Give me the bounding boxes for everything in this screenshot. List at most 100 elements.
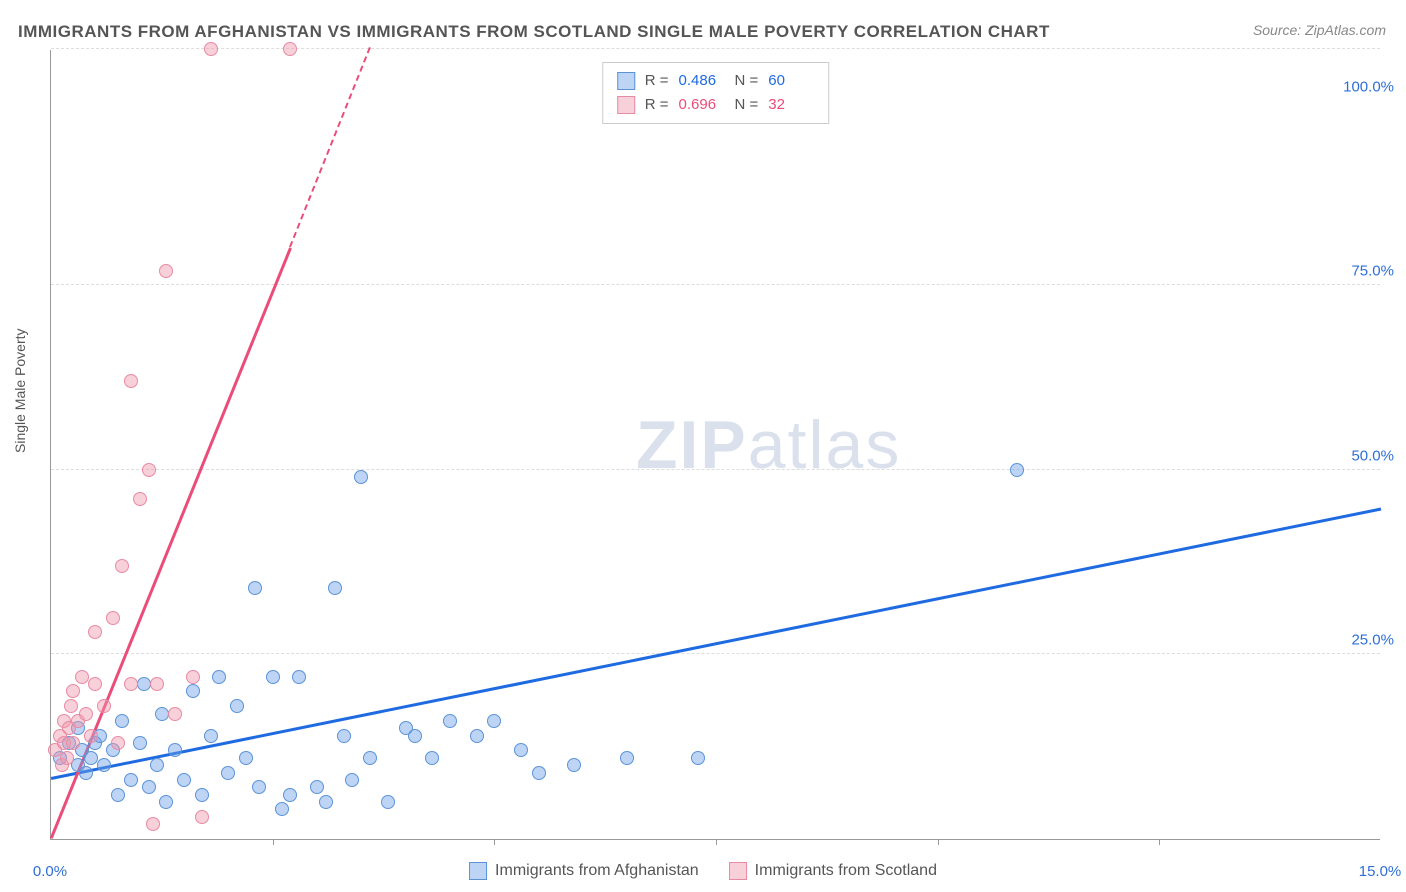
data-point (204, 42, 218, 56)
data-point (146, 817, 160, 831)
data-point (111, 736, 125, 750)
r-value: 0.486 (679, 69, 725, 93)
data-point (514, 743, 528, 757)
data-point (230, 699, 244, 713)
data-point (186, 670, 200, 684)
r-label: R = (645, 93, 669, 117)
x-tick-mark (494, 839, 495, 845)
n-label: N = (735, 93, 759, 117)
data-point (443, 714, 457, 728)
data-point (620, 751, 634, 765)
data-point (168, 707, 182, 721)
r-value: 0.696 (679, 93, 725, 117)
data-point (106, 611, 120, 625)
plot-area: ZIPatlas R = 0.486 N = 60 R = 0.696 N = 32 (50, 50, 1380, 840)
data-point (88, 625, 102, 639)
y-axis-label: Single Male Poverty (12, 328, 28, 453)
data-point (142, 780, 156, 794)
data-point (292, 670, 306, 684)
legend-item: Immigrants from Afghanistan (469, 862, 699, 880)
data-point (337, 729, 351, 743)
data-point (487, 714, 501, 728)
stats-row: R = 0.696 N = 32 (617, 93, 815, 117)
stats-row: R = 0.486 N = 60 (617, 69, 815, 93)
y-tick-label: 50.0% (1351, 447, 1394, 464)
x-tick-mark (273, 839, 274, 845)
r-label: R = (645, 69, 669, 93)
data-point (150, 677, 164, 691)
data-point (283, 788, 297, 802)
data-point (97, 699, 111, 713)
legend-swatch (617, 72, 635, 90)
data-point (363, 751, 377, 765)
data-point (252, 780, 266, 794)
data-point (66, 684, 80, 698)
legend-swatch (617, 96, 635, 114)
data-point (239, 751, 253, 765)
x-tick-mark (716, 839, 717, 845)
data-point (345, 773, 359, 787)
n-value: 32 (768, 93, 814, 117)
data-point (137, 677, 151, 691)
data-point (195, 788, 209, 802)
trend-line (51, 508, 1381, 780)
y-tick-label: 25.0% (1351, 632, 1394, 649)
data-point (133, 736, 147, 750)
legend-label: Immigrants from Afghanistan (495, 862, 699, 880)
stats-legend: R = 0.486 N = 60 R = 0.696 N = 32 (602, 62, 830, 124)
data-point (133, 492, 147, 506)
data-point (310, 780, 324, 794)
n-label: N = (735, 69, 759, 93)
legend-swatch (729, 862, 747, 880)
data-point (115, 559, 129, 573)
data-point (79, 707, 93, 721)
data-point (97, 758, 111, 772)
data-point (186, 684, 200, 698)
data-point (168, 743, 182, 757)
data-point (532, 766, 546, 780)
data-point (177, 773, 191, 787)
data-point (75, 670, 89, 684)
x-tick-label: 0.0% (33, 863, 67, 880)
data-point (354, 470, 368, 484)
legend-label: Immigrants from Scotland (755, 862, 937, 880)
data-point (266, 670, 280, 684)
y-tick-label: 75.0% (1351, 263, 1394, 280)
data-point (275, 802, 289, 816)
data-point (111, 788, 125, 802)
data-point (124, 374, 138, 388)
data-point (64, 699, 78, 713)
gridline (51, 653, 1380, 654)
gridline (51, 284, 1380, 285)
data-point (79, 766, 93, 780)
data-point (84, 729, 98, 743)
source-label: Source: ZipAtlas.com (1253, 22, 1386, 38)
data-point (159, 264, 173, 278)
data-point (84, 751, 98, 765)
data-point (567, 758, 581, 772)
x-tick-mark (1159, 839, 1160, 845)
data-point (66, 736, 80, 750)
watermark: ZIPatlas (636, 406, 901, 484)
n-value: 60 (768, 69, 814, 93)
bottom-legend: Immigrants from Afghanistan Immigrants fr… (469, 862, 937, 880)
data-point (155, 707, 169, 721)
trend-line (289, 48, 371, 248)
gridline (51, 469, 1380, 470)
data-point (159, 795, 173, 809)
data-point (319, 795, 333, 809)
data-point (1010, 463, 1024, 477)
data-point (408, 729, 422, 743)
y-tick-label: 100.0% (1343, 78, 1394, 95)
data-point (221, 766, 235, 780)
data-point (142, 463, 156, 477)
data-point (691, 751, 705, 765)
legend-item: Immigrants from Scotland (729, 862, 937, 880)
data-point (124, 773, 138, 787)
data-point (470, 729, 484, 743)
data-point (248, 581, 262, 595)
data-point (328, 581, 342, 595)
data-point (150, 758, 164, 772)
data-point (204, 729, 218, 743)
gridline (51, 48, 1380, 49)
